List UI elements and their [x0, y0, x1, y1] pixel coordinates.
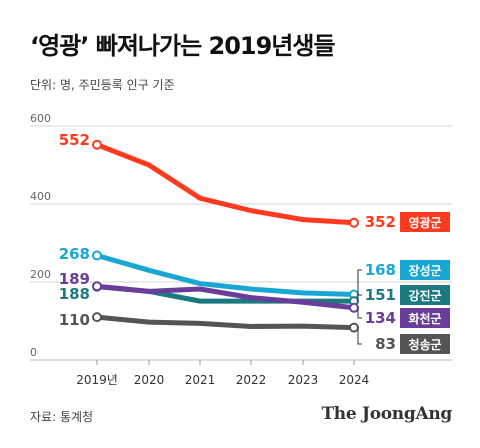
x-tick-label: 2023: [288, 373, 319, 387]
chart-title: ‘영광’ 빠져나가는 2019년생들: [30, 32, 336, 60]
legend-label: 청송군: [408, 337, 441, 352]
series-marker: [92, 312, 102, 323]
source-note: 자료: 통계청: [30, 410, 94, 424]
x-tick-label: 2020: [134, 373, 165, 387]
legend-box: [400, 334, 450, 354]
legend-box: [400, 260, 450, 280]
gridlines: 0 200 400 600: [30, 112, 452, 361]
start-value-label: 268: [59, 245, 90, 263]
series-marker: [92, 250, 102, 261]
end-value-label: 168: [365, 261, 396, 279]
unit-note: 단위: 명, 주민등록 인구 기준: [30, 78, 175, 92]
start-value-label: 188: [59, 285, 90, 303]
series-marker: [349, 217, 359, 228]
x-tick-label: 2019년: [76, 373, 118, 387]
legend-box: [400, 308, 450, 328]
y-tick-label: 200: [30, 268, 51, 281]
start-value-label: 189: [59, 270, 90, 288]
series-marker: [92, 139, 102, 150]
leader-line: [357, 269, 362, 295]
x-tick-label: 2024: [339, 373, 370, 387]
legend-box: [400, 212, 450, 232]
series-lines: [92, 139, 359, 333]
series-marker: [92, 281, 102, 292]
x-axis: 2019년 2020 2021 2022 2023 2024: [76, 360, 369, 387]
x-tick-label: 2022: [236, 373, 267, 387]
end-value-label: 151: [365, 286, 396, 304]
legend-label: 화천군: [408, 311, 441, 326]
legend-label: 강진군: [408, 288, 441, 303]
leader-line: [357, 327, 362, 345]
series-line-5: [94, 314, 357, 331]
brand-logo: The JoongAng: [321, 404, 452, 424]
series-marker: [349, 302, 359, 313]
y-tick-label: 0: [30, 346, 37, 359]
y-tick-label: 400: [30, 190, 51, 203]
leader-line: [357, 307, 362, 319]
series-line-4: [94, 283, 357, 311]
series-line-2: [94, 252, 357, 297]
x-tick-label: 2021: [185, 373, 216, 387]
start-value-label: 552: [59, 131, 90, 149]
end-value-label: 83: [375, 335, 396, 353]
leader-line: [357, 294, 362, 302]
series-marker: [349, 322, 359, 333]
y-tick-label: 600: [30, 112, 51, 125]
series-line-1: [94, 142, 357, 226]
series-labels: 552 352 영광군 268 168 장성군 188 151 강진군 189 134 화천군 110 8…: [59, 131, 450, 354]
start-value-label: 110: [59, 311, 90, 329]
legend-label: 장성군: [408, 264, 441, 278]
legend-label: 영광군: [408, 215, 441, 230]
legend-box: [400, 285, 450, 305]
end-value-label: 134: [365, 309, 396, 327]
end-value-label: 352: [365, 213, 396, 231]
